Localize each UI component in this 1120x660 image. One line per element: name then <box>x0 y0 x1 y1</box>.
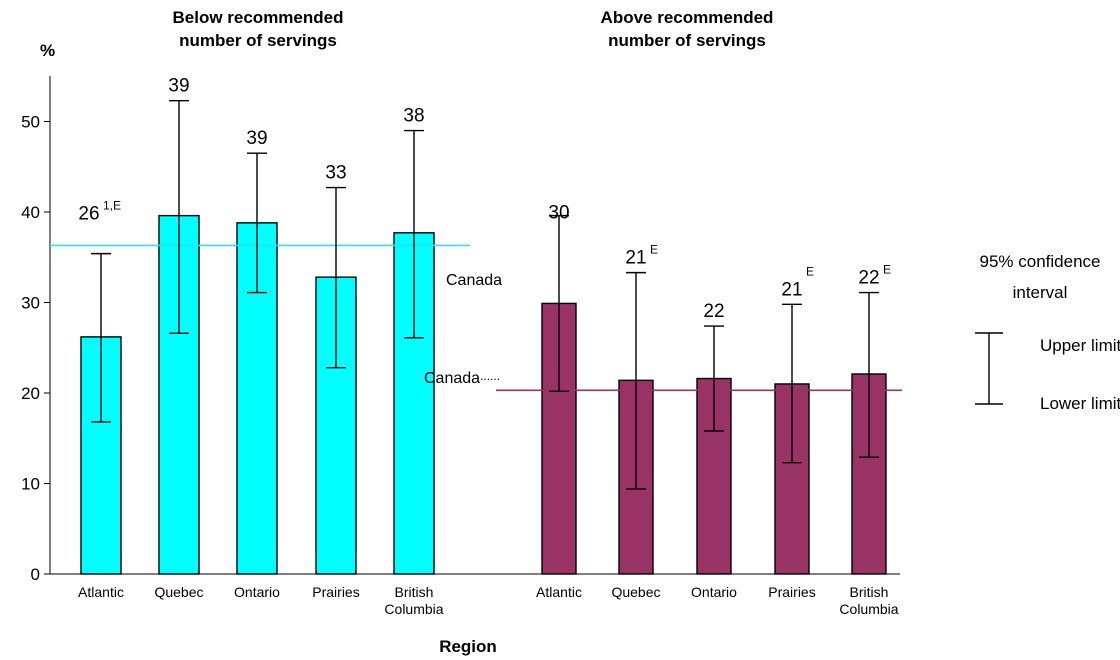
legend-lower-limit: Lower limit <box>1040 394 1120 413</box>
y-tick-label: 40 <box>21 203 40 222</box>
data-value-label: 33 <box>325 163 346 184</box>
data-value-label: 21 <box>781 279 802 300</box>
x-category-label: Quebec <box>154 584 203 600</box>
left-panel-title-line-2: number of servings <box>179 31 337 50</box>
x-category-label: Columbia <box>839 601 898 617</box>
y-tick-label: 50 <box>21 113 40 132</box>
footnote-marker: 1,E <box>103 199 121 213</box>
left-panel-title-line-1: Below recommended <box>173 8 344 27</box>
data-value-label: 21 <box>625 248 646 269</box>
legend-title-line-1: 95% confidence <box>980 252 1101 271</box>
data-value-label: 26 <box>78 204 99 225</box>
x-category-label: British <box>395 584 434 600</box>
data-value-label: 38 <box>403 106 424 127</box>
canada-reference-label: Canada <box>446 272 502 289</box>
right-panel-title-line-2: number of servings <box>608 31 766 50</box>
footnote-marker: E <box>883 263 891 277</box>
x-category-label: Columbia <box>384 601 443 617</box>
data-value-label: 22 <box>703 301 724 322</box>
footnote-marker: E <box>650 243 658 257</box>
data-value-label: 39 <box>168 76 189 97</box>
y-tick-label: 30 <box>21 294 40 313</box>
right-panel-title-line-1: Above recommended <box>601 8 774 27</box>
x-category-label: Atlantic <box>78 584 124 600</box>
x-category-label: British <box>850 584 889 600</box>
y-tick-label: 20 <box>21 384 40 403</box>
x-category-label: Atlantic <box>536 584 582 600</box>
x-axis-label: Region <box>439 637 497 656</box>
data-value-label: 22 <box>858 268 879 289</box>
data-value-label: 30 <box>548 203 569 224</box>
x-category-label: Ontario <box>691 584 737 600</box>
x-category-label: Ontario <box>234 584 280 600</box>
legend-upper-limit: Upper limit <box>1040 336 1120 355</box>
x-category-label: Prairies <box>312 584 359 600</box>
legend-title-line-2: interval <box>1013 283 1068 302</box>
y-tick-label: 0 <box>31 565 40 584</box>
canada-reference-label: Canada...... <box>424 369 500 387</box>
x-category-label: Prairies <box>768 584 815 600</box>
y-tick-label: 10 <box>21 475 40 494</box>
data-value-label: 39 <box>246 128 267 149</box>
x-category-label: Quebec <box>611 584 660 600</box>
footnote-marker: E <box>806 264 814 278</box>
y-axis-label: % <box>40 41 55 60</box>
